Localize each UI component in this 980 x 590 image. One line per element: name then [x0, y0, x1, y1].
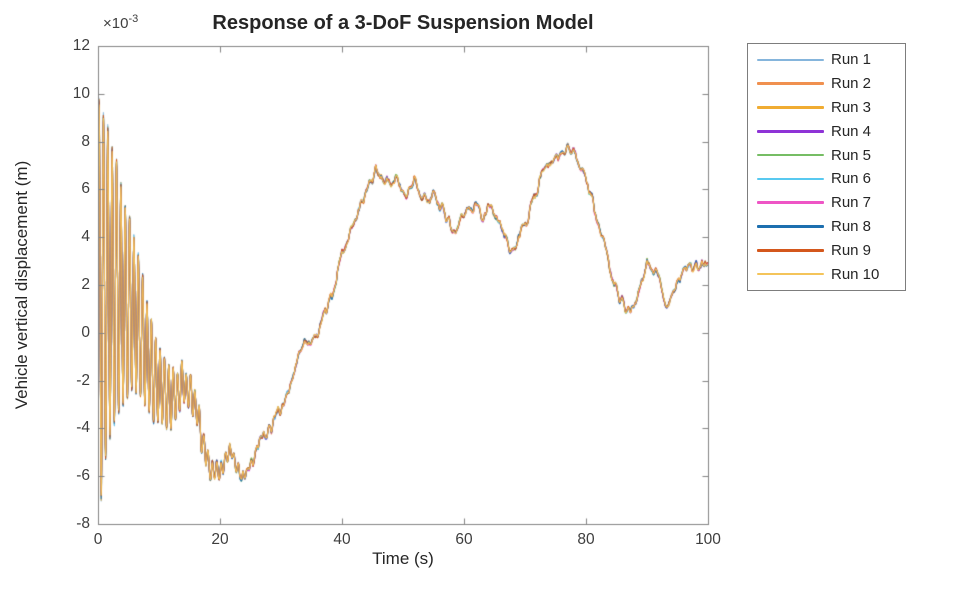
y-tick-label: -6	[76, 467, 90, 485]
legend-entry-label: Run 1	[831, 51, 872, 69]
x-tick-label: 60	[455, 531, 473, 548]
legend-entry: Run 8	[748, 215, 905, 239]
legend-line-swatch	[757, 177, 824, 181]
legend-entry: Run 6	[748, 167, 905, 191]
legend-line-swatch	[757, 201, 824, 204]
legend-entry-label: Run 2	[831, 75, 872, 93]
y-tick-label: 6	[81, 180, 90, 198]
legend-entry: Run 4	[748, 119, 905, 143]
y-tick-label: 4	[81, 228, 90, 246]
y-tick-label: 12	[72, 37, 90, 54]
x-tick-label: 100	[695, 531, 721, 548]
plot-title: Response of a 3-DoF Suspension Model	[212, 12, 594, 34]
legend-entry-label: Run 7	[831, 194, 872, 212]
y-axis-label: Vehicle vertical displacement (m)	[12, 160, 31, 410]
legend-entry: Run 9	[748, 238, 905, 262]
y-tick-label: -2	[76, 371, 90, 389]
legend-entry-label: Run 6	[831, 170, 872, 188]
y-tick-label: 8	[81, 132, 90, 150]
y-tick-label: 2	[81, 276, 90, 293]
legend-line-swatch	[757, 272, 824, 276]
y-tick-label: 0	[81, 323, 90, 341]
x-tick-label: 20	[211, 531, 229, 548]
legend-line-swatch	[757, 82, 824, 85]
legend-line-swatch	[757, 106, 824, 109]
legend-line-swatch	[757, 58, 824, 62]
legend-entry-label: Run 8	[831, 217, 872, 235]
legend-line-swatch	[757, 225, 824, 228]
exponent-base: ×10	[103, 15, 129, 32]
legend-entry: Run 2	[748, 72, 905, 96]
legend-entry: Run 7	[748, 191, 905, 215]
legend-entry-label: Run 3	[831, 98, 872, 116]
legend-entry: Run 1	[748, 48, 905, 72]
x-tick-label: 40	[333, 531, 351, 548]
x-tick-label: 0	[93, 531, 103, 548]
y-axis-exponent: ×10-3	[103, 13, 138, 32]
legend-entry-label: Run 10	[831, 265, 880, 283]
legend: Run 1 Run 2 Run 3 Run 4 Run 5 Run 6 Run 7 Run 8…	[747, 43, 906, 291]
exponent-power: -3	[128, 13, 139, 25]
legend-entry-label: Run 4	[831, 122, 872, 140]
y-tick-label: -8	[76, 515, 90, 532]
y-tick-label: 10	[72, 84, 90, 102]
legend-entry-label: Run 9	[831, 241, 872, 259]
legend-line-swatch	[757, 130, 824, 133]
legend-entry: Run 3	[748, 96, 905, 120]
legend-line-swatch	[757, 249, 824, 252]
legend-entry: Run 10	[748, 262, 905, 286]
x-tick-label: 80	[577, 531, 595, 548]
legend-entry-label: Run 5	[831, 146, 872, 164]
x-axis-label: Time (s)	[372, 549, 434, 568]
y-tick-label: -4	[76, 419, 90, 437]
legend-line-swatch	[757, 153, 824, 157]
legend-entry: Run 5	[748, 143, 905, 167]
